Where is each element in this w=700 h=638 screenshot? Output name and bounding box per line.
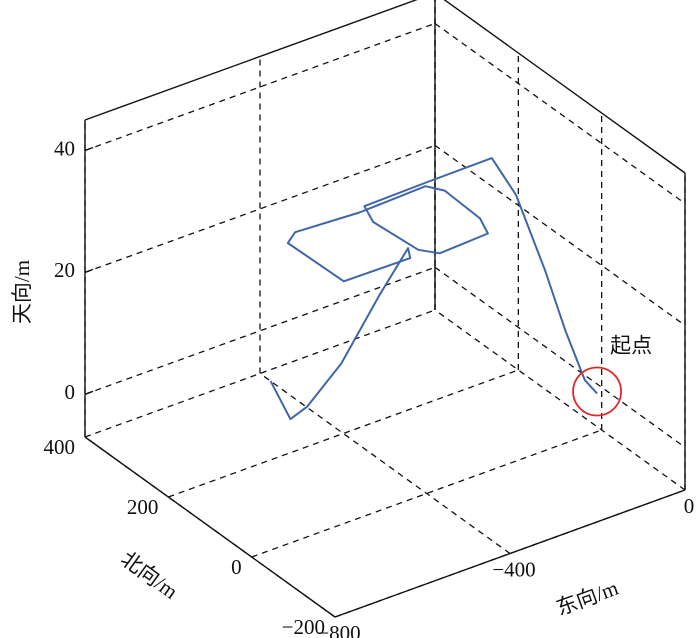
x-tick-label: −800 xyxy=(317,621,360,638)
z-tick-label: 20 xyxy=(54,258,75,282)
grid-line xyxy=(434,309,686,491)
axis-edge xyxy=(84,436,336,618)
y-tick-label: 200 xyxy=(127,495,159,519)
tick-mark xyxy=(84,146,94,152)
grid-line xyxy=(168,369,519,498)
grid-line xyxy=(84,144,436,274)
start-marker xyxy=(572,366,622,417)
annotation: 起点 xyxy=(610,333,652,357)
grid-line xyxy=(84,22,436,152)
axis-edge xyxy=(443,0,686,174)
x-axis-label: 东向/m xyxy=(553,576,622,621)
y-axis-label: 北向/m xyxy=(116,547,182,604)
x-tick-label: 0 xyxy=(684,494,695,518)
x-tick-label: −400 xyxy=(492,557,535,581)
y-tick-label: 0 xyxy=(231,555,242,579)
y-tick-label: 400 xyxy=(44,435,76,459)
z-tick-label: 0 xyxy=(65,380,76,404)
z-tick-label: 40 xyxy=(54,136,75,160)
axis-edge xyxy=(84,0,418,121)
z-axis-label: 天向/m xyxy=(10,260,34,324)
y-tick-label: −200 xyxy=(282,615,325,638)
tick-mark xyxy=(84,268,94,274)
grid-line xyxy=(434,266,686,448)
grid-line xyxy=(84,266,436,395)
trajectory xyxy=(269,157,598,421)
axis-edge xyxy=(334,489,686,618)
grid-line xyxy=(434,144,686,326)
grid-line xyxy=(259,372,511,555)
grid-line xyxy=(251,429,602,558)
grid-line xyxy=(434,22,686,205)
grid-line xyxy=(84,309,436,438)
tick-mark xyxy=(84,390,94,395)
